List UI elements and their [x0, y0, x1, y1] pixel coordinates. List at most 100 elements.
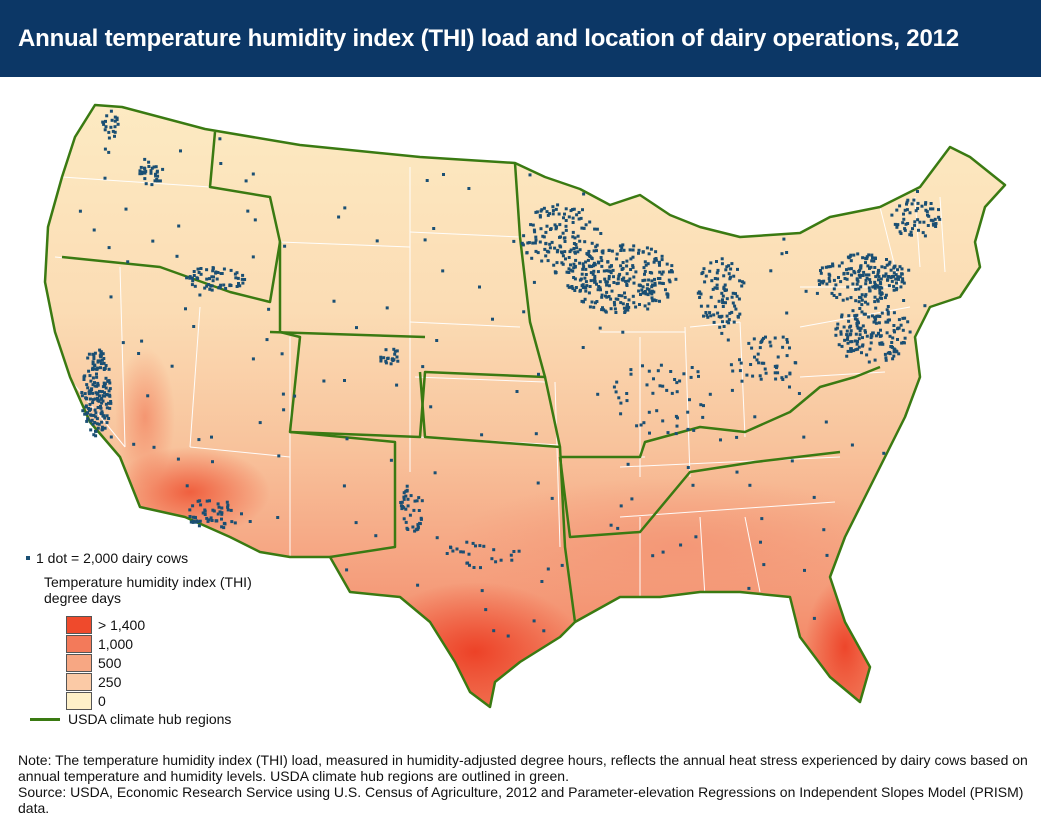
dairy-dot — [886, 351, 890, 355]
dairy-dot — [807, 191, 811, 195]
title-bar: Annual temperature humidity index (THI) … — [0, 0, 1041, 77]
dairy-dot — [731, 369, 735, 373]
dairy-dot — [730, 262, 734, 266]
dairy-dot — [384, 348, 388, 352]
dairy-dot — [646, 293, 650, 297]
dairy-dot — [610, 249, 614, 253]
dairy-dot — [652, 377, 655, 381]
dairy-dot — [846, 271, 850, 275]
dot-legend-label: 1 dot = 2,000 dairy cows — [36, 550, 189, 566]
dairy-dot — [655, 409, 659, 413]
dairy-dot — [100, 420, 104, 424]
dairy-dot — [877, 587, 881, 591]
dairy-dot — [581, 286, 585, 290]
dairy-dot — [108, 394, 112, 398]
dairy-dot — [612, 385, 616, 389]
dairy-dot — [632, 275, 636, 279]
dairy-dot — [911, 227, 914, 231]
dairy-dot — [757, 361, 761, 365]
dairy-dot — [629, 257, 633, 261]
dairy-dot — [92, 433, 96, 437]
dairy-dot — [826, 265, 830, 269]
dairy-dot — [843, 338, 847, 342]
dairy-dot — [647, 369, 651, 373]
dairy-dot — [607, 269, 611, 273]
dairy-dot — [883, 352, 887, 356]
dairy-dot — [584, 260, 588, 264]
dairy-dot — [618, 244, 622, 248]
dairy-dot — [451, 549, 455, 553]
dot-legend: 1 dot = 2,000 dairy cows — [26, 550, 188, 566]
dairy-dot — [99, 362, 103, 366]
dairy-dot — [578, 248, 582, 252]
dairy-dot — [892, 271, 896, 275]
dairy-dot — [682, 372, 686, 376]
dairy-dot — [101, 427, 105, 431]
dairy-dot — [87, 390, 91, 394]
dairy-dot — [603, 277, 607, 281]
dairy-dot — [569, 268, 573, 272]
dairy-dot — [109, 400, 113, 403]
dairy-dot — [588, 220, 592, 224]
dairy-dot — [96, 391, 100, 395]
dairy-dot — [374, 534, 378, 538]
dairy-dot — [170, 364, 174, 368]
dairy-dot — [92, 354, 96, 357]
dairy-dot — [552, 263, 556, 267]
dairy-dot — [876, 298, 880, 302]
dairy-dot — [253, 218, 257, 222]
dairy-dot — [521, 243, 525, 247]
dairy-dot — [555, 261, 559, 265]
dairy-dot — [712, 320, 716, 324]
dairy-dot — [738, 279, 742, 283]
dairy-dot — [615, 257, 619, 261]
dairy-dot — [901, 221, 905, 225]
dairy-dot — [645, 246, 649, 250]
dairy-dot — [222, 267, 226, 271]
dairy-dot — [442, 173, 445, 176]
dairy-dot — [578, 289, 582, 293]
climate-hub-outlines — [43, 103, 1007, 709]
dairy-dot — [727, 272, 731, 276]
dairy-dot — [773, 336, 777, 340]
dairy-dot — [842, 325, 846, 329]
dairy-dot — [911, 405, 915, 409]
dairy-dot — [90, 387, 94, 391]
dairy-dot — [94, 411, 98, 415]
dairy-dot — [534, 238, 538, 242]
dairy-dot — [857, 337, 861, 341]
dairy-dot — [900, 529, 904, 533]
dairy-dot — [880, 296, 883, 300]
dairy-dot — [861, 344, 864, 348]
dairy-dot — [572, 207, 576, 211]
dairy-dot — [420, 499, 424, 503]
dairy-dot — [544, 230, 548, 234]
dairy-dot — [857, 287, 861, 291]
dairy-dot — [885, 331, 889, 335]
dairy-dot — [725, 297, 729, 301]
dairy-dot — [661, 550, 665, 554]
dairy-dot — [197, 524, 201, 528]
dairy-dot — [615, 380, 619, 384]
dairy-dot — [889, 268, 893, 272]
dairy-dot — [753, 415, 757, 419]
dairy-dot — [207, 518, 211, 522]
dairy-dot — [557, 212, 561, 216]
dairy-dot — [185, 484, 189, 488]
dairy-dot — [520, 241, 524, 245]
dairy-dot — [747, 341, 751, 345]
dairy-dot — [897, 352, 901, 356]
dairy-dot — [616, 297, 620, 301]
dairy-dot — [721, 305, 725, 308]
dairy-dot — [727, 318, 731, 322]
dairy-dot — [652, 260, 656, 264]
dairy-dot — [846, 572, 850, 576]
dairy-dot — [696, 370, 700, 374]
dairy-dot — [126, 260, 130, 264]
dairy-dot — [546, 213, 550, 217]
dairy-dot — [225, 500, 229, 504]
dairy-dot — [229, 284, 233, 287]
dairy-dot — [884, 320, 888, 324]
dairy-dot — [277, 454, 281, 458]
dairy-dot — [95, 375, 99, 379]
